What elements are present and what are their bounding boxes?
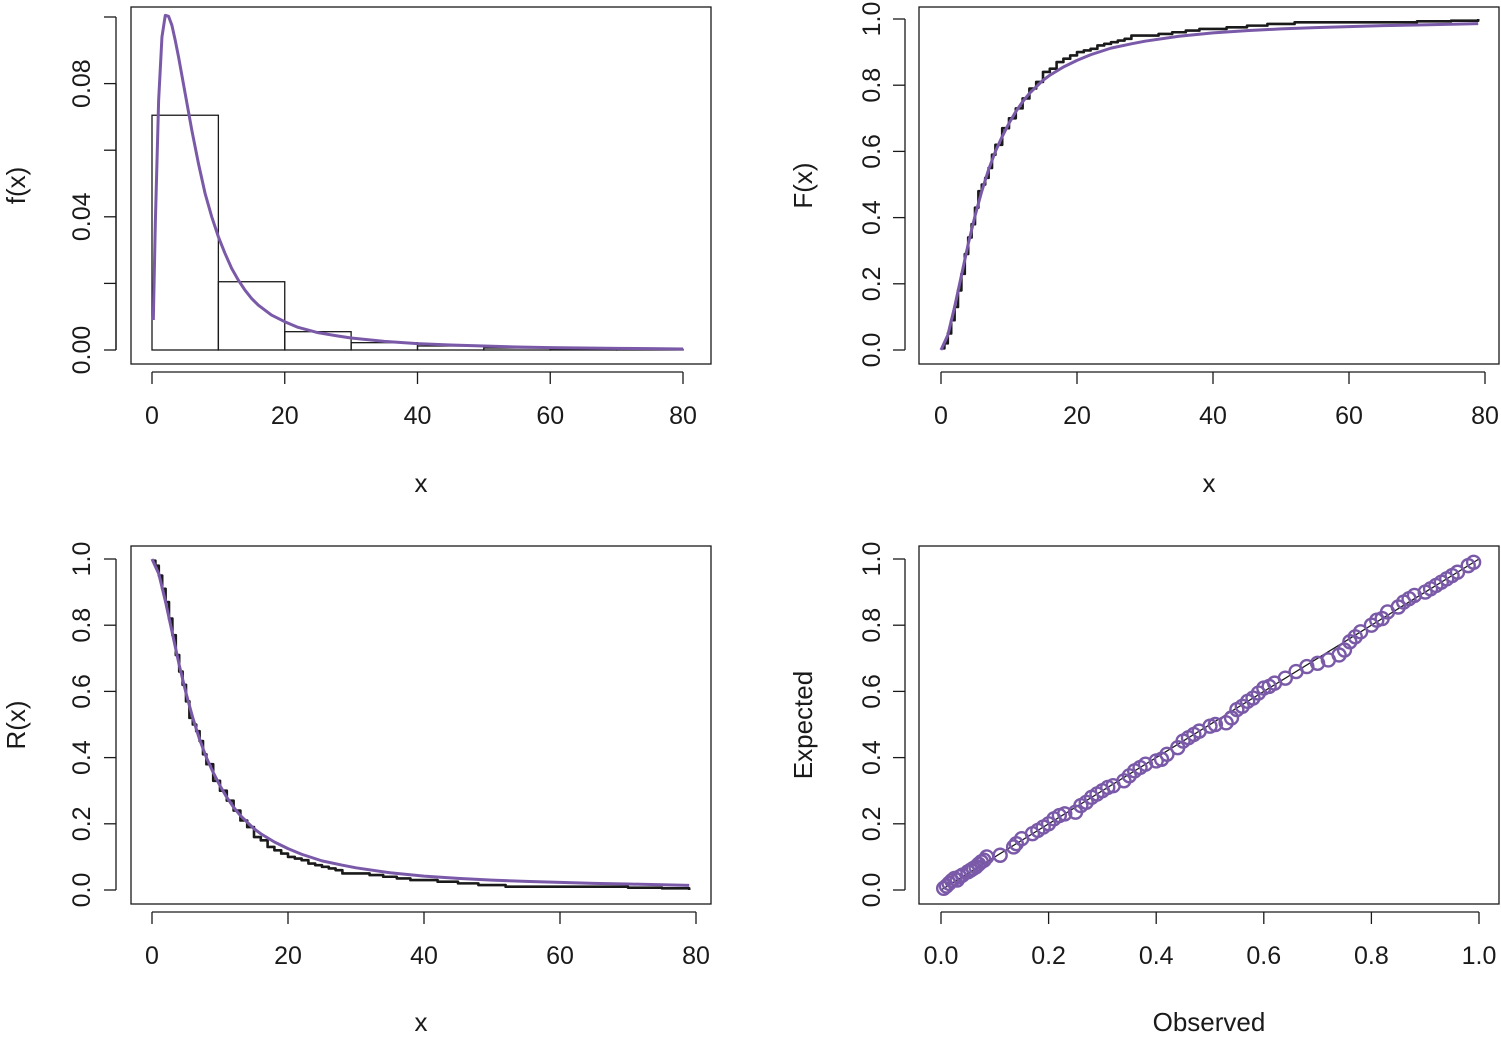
scatter-point (1207, 716, 1224, 733)
histogram-bar (217, 281, 286, 351)
scatter-point (1005, 839, 1022, 855)
y-axis-title: F(x) (788, 162, 818, 208)
y-tick-label: 0.2 (858, 266, 886, 301)
scatter-point (992, 847, 1008, 863)
x-tick-label: 0 (145, 942, 159, 970)
x-axis-title: x (415, 1007, 428, 1037)
scatter-point (1352, 624, 1369, 640)
x-tick-label: 1.0 (1462, 942, 1497, 970)
x-tick-label: 40 (410, 942, 438, 970)
x-tick-label: 80 (1471, 402, 1499, 430)
x-axis-title: x (1203, 468, 1216, 498)
y-tick-label: 0.04 (68, 192, 96, 241)
x-tick-label: 60 (536, 402, 564, 430)
x-tick-label: 80 (669, 402, 697, 430)
y-tick-label: 0.6 (858, 674, 886, 709)
y-tick-label: 0.2 (858, 806, 886, 841)
x-tick-label: 0.8 (1354, 942, 1389, 970)
y-tick-label: 0.0 (858, 873, 886, 908)
x-tick-label: 40 (1199, 402, 1227, 430)
x-tick-label: 0.4 (1139, 942, 1174, 970)
reliability-panel: 0 20 40 60 80 0.0 0.2 0.4 0.6 0.8 1.0 x R(x) (1, 542, 712, 1037)
y-tick-label: 0.2 (68, 806, 96, 841)
fitted-density-curve (151, 13, 684, 351)
y-tick-label: 0.6 (68, 674, 96, 709)
y-axis-title: R(x) (1, 700, 31, 749)
y-tick-label: 0.08 (68, 59, 96, 108)
plot-frame (130, 545, 712, 905)
x-tick-label: 20 (1063, 402, 1091, 430)
x-axis-title: x (415, 468, 428, 498)
histogram-bar (151, 114, 220, 351)
y-tick-label: 0.8 (858, 608, 886, 643)
y-tick-label: 0.00 (68, 326, 96, 375)
x-axis-title: Observed (1153, 1007, 1266, 1037)
scatter-point (1159, 746, 1175, 762)
x-tick-label: 20 (271, 402, 299, 430)
x-tick-label: 80 (682, 942, 710, 970)
y-axis-title: f(x) (1, 167, 31, 205)
y-tick-label: 0.0 (68, 873, 96, 908)
y-tick-label: 0.4 (68, 740, 96, 775)
fitted-curve-line (939, 22, 1479, 351)
x-tick-label: 60 (1335, 402, 1363, 430)
y-tick-label: 0.8 (858, 68, 886, 103)
y-tick-label: 1.0 (858, 542, 886, 577)
fitted-curve-line (150, 558, 690, 887)
x-tick-label: 0.0 (924, 942, 959, 970)
y-tick-label: 0.8 (68, 608, 96, 643)
cdf-panel: 0 20 40 60 80 0.0 0.2 0.4 0.6 0.8 1.0 x F(x) (788, 2, 1500, 498)
plot-frame (918, 545, 1500, 905)
y-tick-label: 0.4 (858, 200, 886, 235)
x-tick-label: 0.2 (1031, 942, 1066, 970)
scatter-point (1465, 554, 1482, 571)
x-tick-label: 0.6 (1246, 942, 1281, 970)
x-tick-label: 60 (546, 942, 574, 970)
y-tick-label: 1.0 (68, 542, 96, 577)
x-tick-label: 40 (404, 402, 432, 430)
y-axis-title: Expected (788, 671, 818, 779)
y-tick-label: 1.0 (858, 2, 886, 37)
x-tick-label: 0 (934, 402, 948, 430)
y-tick-label: 0.6 (858, 134, 886, 169)
scatter-point (1449, 564, 1466, 580)
y-tick-label: 0.4 (858, 740, 886, 775)
empirical-step-line (152, 559, 691, 890)
histogram-density-panel: 0 20 40 60 80 0.00 0.04 0.08 x f(x) (1, 6, 712, 498)
scatter-point (976, 852, 992, 868)
x-tick-label: 20 (274, 942, 302, 970)
scatter-point (1057, 806, 1073, 822)
y-tick-label: 0.0 (858, 333, 886, 368)
plot-frame (918, 6, 1500, 365)
plot-frame (130, 6, 712, 365)
histogram-bar (284, 331, 352, 351)
pp-plot-panel: 0.0 0.2 0.4 0.6 0.8 1.0 0.0 0.2 0.4 0.6 0.8 1.0 Obse… (788, 542, 1500, 1037)
x-tick-label: 0 (145, 402, 159, 430)
scatter-point (1277, 670, 1294, 686)
empirical-step-line (941, 19, 1480, 350)
